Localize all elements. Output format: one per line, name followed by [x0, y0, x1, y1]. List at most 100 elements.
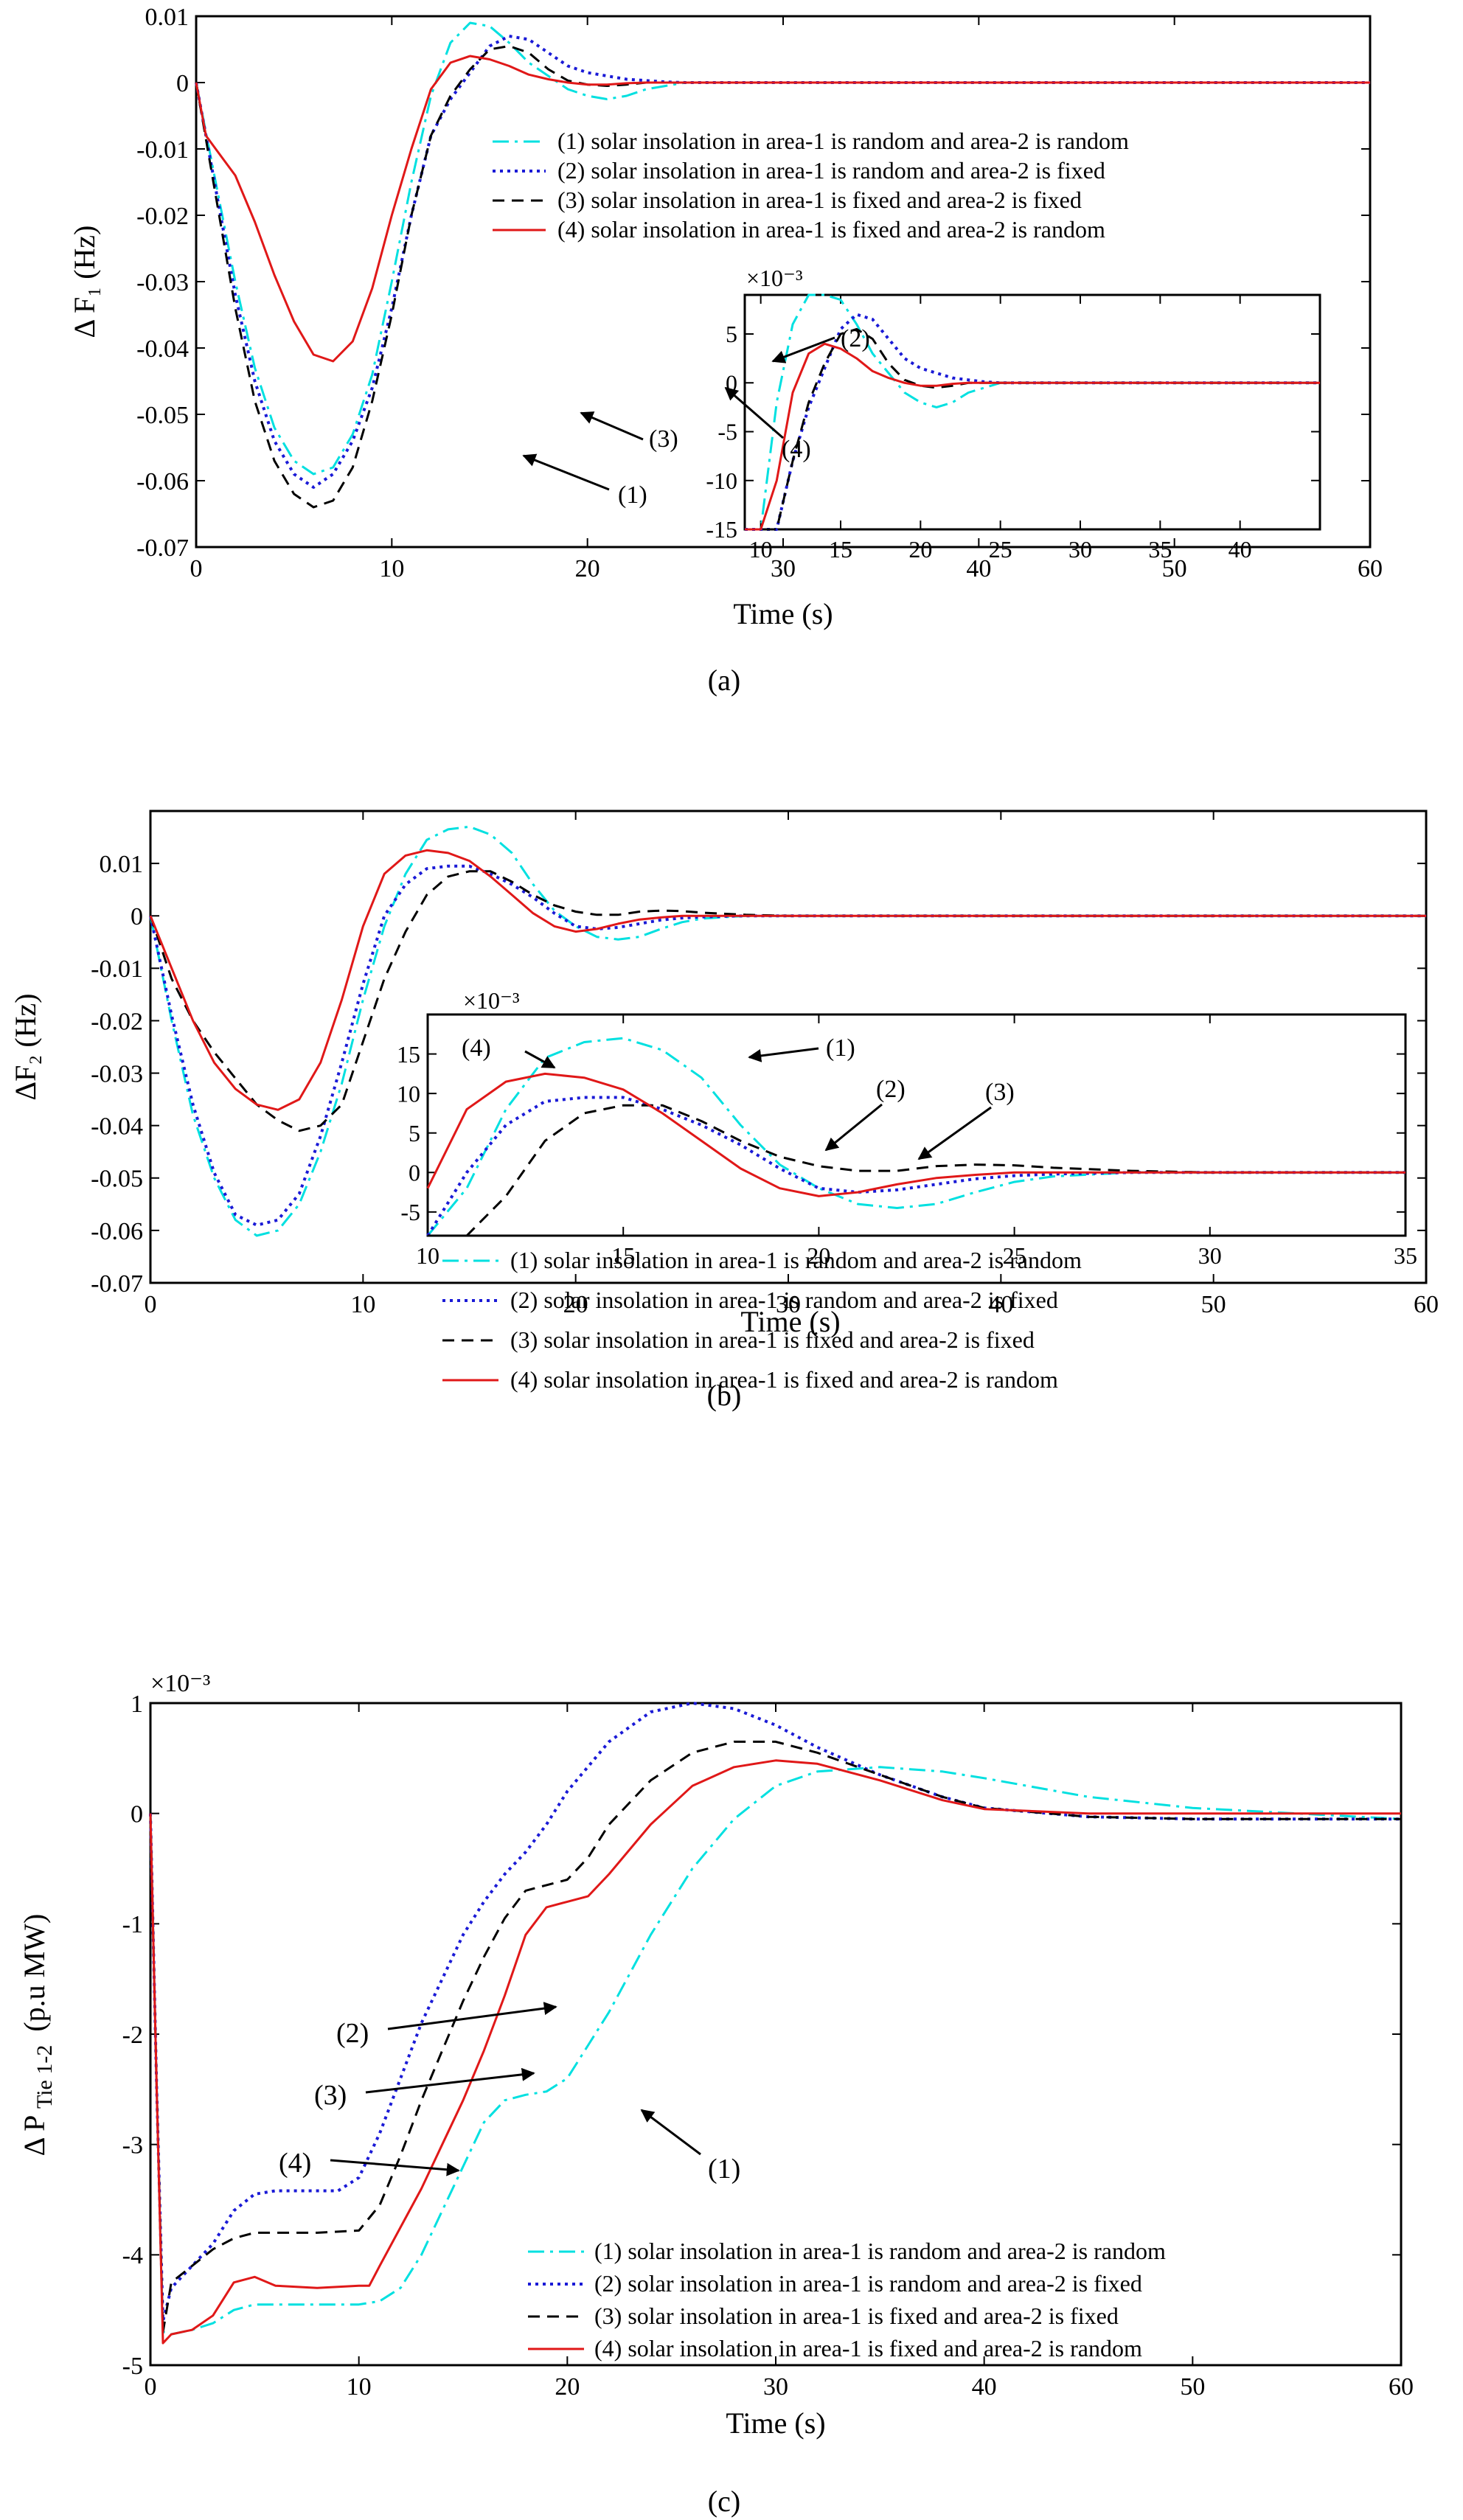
panel-c-ylabel-unit: (p.u MW): [18, 1914, 51, 2032]
legend-a-label-1: (1) solar insolation in area-1 is random…: [557, 128, 1129, 154]
panel-b-ytick-label: -0.07: [91, 1270, 143, 1298]
legend-c-label-1: (1) solar insolation in area-1 is random…: [594, 2238, 1166, 2264]
panel-c-xlabel: Time (s): [726, 2406, 825, 2440]
panel-a-annot-1: (1): [618, 481, 647, 509]
panel-c-annot-3: (3): [314, 2080, 347, 2111]
panel-a-inset-series-4-line: [745, 342, 1320, 531]
panel-c-ytick-label: -1: [122, 1911, 143, 1938]
panel-a-xtick-label: 50: [1162, 555, 1187, 582]
panel-b-inset-xtick-label: 30: [1198, 1242, 1222, 1269]
panel-b-ytick-label: -0.06: [91, 1218, 143, 1245]
panel-a-ytick-label: 0: [176, 70, 189, 97]
panel-a-chart: 0 10 20 30 40 50 60 0.01 0 -0.01 -0.02 -0.03 -0.04 -0…: [68, 4, 1383, 697]
panel-a-inset-xtick-label: 30: [1068, 536, 1092, 563]
panel-a-ytick-label: -0.01: [136, 136, 189, 164]
panel-b-ytick-label: -0.04: [91, 1113, 143, 1141]
panel-b-inset-xtick-label: 25: [1003, 1242, 1026, 1269]
panel-b-inset-xtick-label: 20: [807, 1242, 830, 1269]
panel-b-legend: (1) solar insolation in area-1 is random…: [442, 1247, 1082, 1393]
panel-b-xlabel: Time (s): [740, 1305, 840, 1338]
panel-c-ytick-label: 1: [131, 1691, 143, 1718]
panel-a-ticks: 0 10 20 30 40 50 60 0.01 0 -0.01 -0.02 -0.03 -0.04 -0…: [136, 4, 1383, 582]
panel-a-xlabel: Time (s): [733, 597, 833, 630]
panel-b-xtick-label: 30: [776, 1291, 801, 1318]
panel-b-xtick-label: 20: [563, 1291, 588, 1318]
legend-b-label-3: (3) solar insolation in area-1 is fixed …: [510, 1326, 1035, 1353]
arrow-b-2: [824, 1103, 883, 1152]
panel-a-ytick-label: -0.07: [136, 535, 189, 562]
panel-a-inset-xtick-label: 10: [749, 536, 773, 563]
arrow-b-1: [748, 1047, 819, 1062]
panel-c-ytick-label: -2: [122, 2022, 143, 2049]
panel-a-series-lines: [195, 21, 1370, 509]
arrow-a-3: [580, 411, 644, 441]
panel-b-inset-series-1-line: [426, 1037, 1405, 1236]
panel-a-legend: (1) solar insolation in area-1 is random…: [493, 128, 1129, 243]
panel-b-inset-xtick-label: 15: [611, 1242, 635, 1269]
panel-c-ytick-label: -3: [122, 2132, 143, 2159]
panel-a-series-4-line: [195, 55, 1370, 363]
panel-c-series-3-line: [149, 1740, 1401, 2333]
panel-b-xtick-label: 10: [350, 1291, 375, 1318]
panel-b-ytick-label: -0.05: [91, 1166, 143, 1193]
arrow-a-1: [522, 453, 610, 491]
panel-c-ylabel: Δ P Tie 1-2 (p.u MW): [18, 1914, 58, 2157]
panel-a-ytick-label: -0.02: [136, 203, 189, 230]
panel-c-annot-1: (1): [708, 2154, 740, 2185]
arrow-b-4: [524, 1050, 556, 1069]
legend-c-label-4: (4) solar insolation in area-1 is fixed …: [594, 2335, 1142, 2361]
panel-b-ytick-label: -0.03: [91, 1060, 143, 1087]
panel-b-xtick-label: 0: [145, 1291, 157, 1318]
panel-a-inset-xtick-label: 35: [1148, 536, 1172, 563]
panel-b-inset-series-4-line: [426, 1072, 1405, 1197]
panel-b-annot-4: (4): [462, 1034, 491, 1062]
panel-a-annot-arrows: [522, 336, 835, 491]
panel-b-ticks: 0 10 20 30 40 50 600.010-0.01-0.02-0.03-0.04-0…: [91, 811, 1439, 1318]
panel-a-caption: (a): [708, 664, 740, 697]
panel-b-series-lines: [149, 825, 1426, 1237]
panel-b-ytick-label: 0.01: [100, 851, 144, 878]
panel-a-inset-xtick-label: 40: [1229, 536, 1252, 563]
panel-b-ytick-label: 0: [131, 903, 143, 930]
legend-a-label-3: (3) solar insolation in area-1 is fixed …: [557, 187, 1082, 213]
panel-c-ylabel-text: Δ P Tie 1-2 (p.u MW): [18, 1914, 58, 2157]
panel-a-inset-frame: [743, 293, 1321, 531]
panel-a-inset-lines: [745, 293, 1320, 531]
panel-b-annot-2: (2): [876, 1076, 906, 1103]
panel-a-ytick-label: -0.03: [136, 269, 189, 296]
arrow-c-1: [640, 2109, 701, 2156]
panel-b-series-2-line: [149, 864, 1426, 1227]
panel-a-inset-xtick-label: 20: [908, 536, 932, 563]
panel-c-ytick-label: -5: [122, 2353, 143, 2380]
arrow-b-3: [917, 1106, 992, 1160]
panel-b-inset-xtick-label: 35: [1394, 1242, 1417, 1269]
panel-c-xtick-label: 60: [1389, 2373, 1414, 2401]
arrow-a-4: [724, 386, 784, 439]
panel-b-ylabel: ΔF₂ (Hz): [9, 993, 42, 1100]
arrow-c-2: [387, 2002, 557, 2030]
panel-b-annot-1: (1): [826, 1034, 855, 1062]
panel-b-inset-exponent: ×10⁻³: [463, 987, 520, 1014]
panel-a-inset-ytick-label: -15: [706, 516, 737, 543]
panel-a-inset-ytick-label: 5: [726, 321, 737, 347]
panel-a-annot-2: (2): [841, 325, 870, 352]
panel-a-ytick-label: -0.05: [136, 402, 189, 429]
legend-a-label-4: (4) solar insolation in area-1 is fixed …: [557, 216, 1105, 243]
arrow-c-3: [365, 2067, 535, 2094]
panel-a-xtick-label: 60: [1358, 555, 1383, 582]
panel-c-series-lines: [149, 1702, 1402, 2345]
panel-a-xtick-label: 10: [379, 555, 404, 582]
panel-b-ytick-label: -0.02: [91, 1008, 143, 1035]
panel-c-annot-arrows: [330, 2002, 701, 2176]
panel-a-ytick-label: -0.06: [136, 468, 189, 495]
panel-a-inset-xtick-label: 15: [829, 536, 852, 563]
panel-c-annot-4: (4): [279, 2148, 311, 2179]
panel-b-inset: 10 15 20 25 30 35 15 10 5 0 -5 ×10⁻³ (4) (1) (2) (…: [397, 987, 1417, 1269]
panel-c-annot-2: (2): [336, 2018, 369, 2049]
panel-a-annot-4: (4): [782, 436, 811, 463]
panel-b-chart: 0 10 20 30 40 50 600.010-0.01-0.02-0.03-0.04-0…: [9, 810, 1439, 1412]
panel-a-xtick-label: 40: [966, 555, 991, 582]
